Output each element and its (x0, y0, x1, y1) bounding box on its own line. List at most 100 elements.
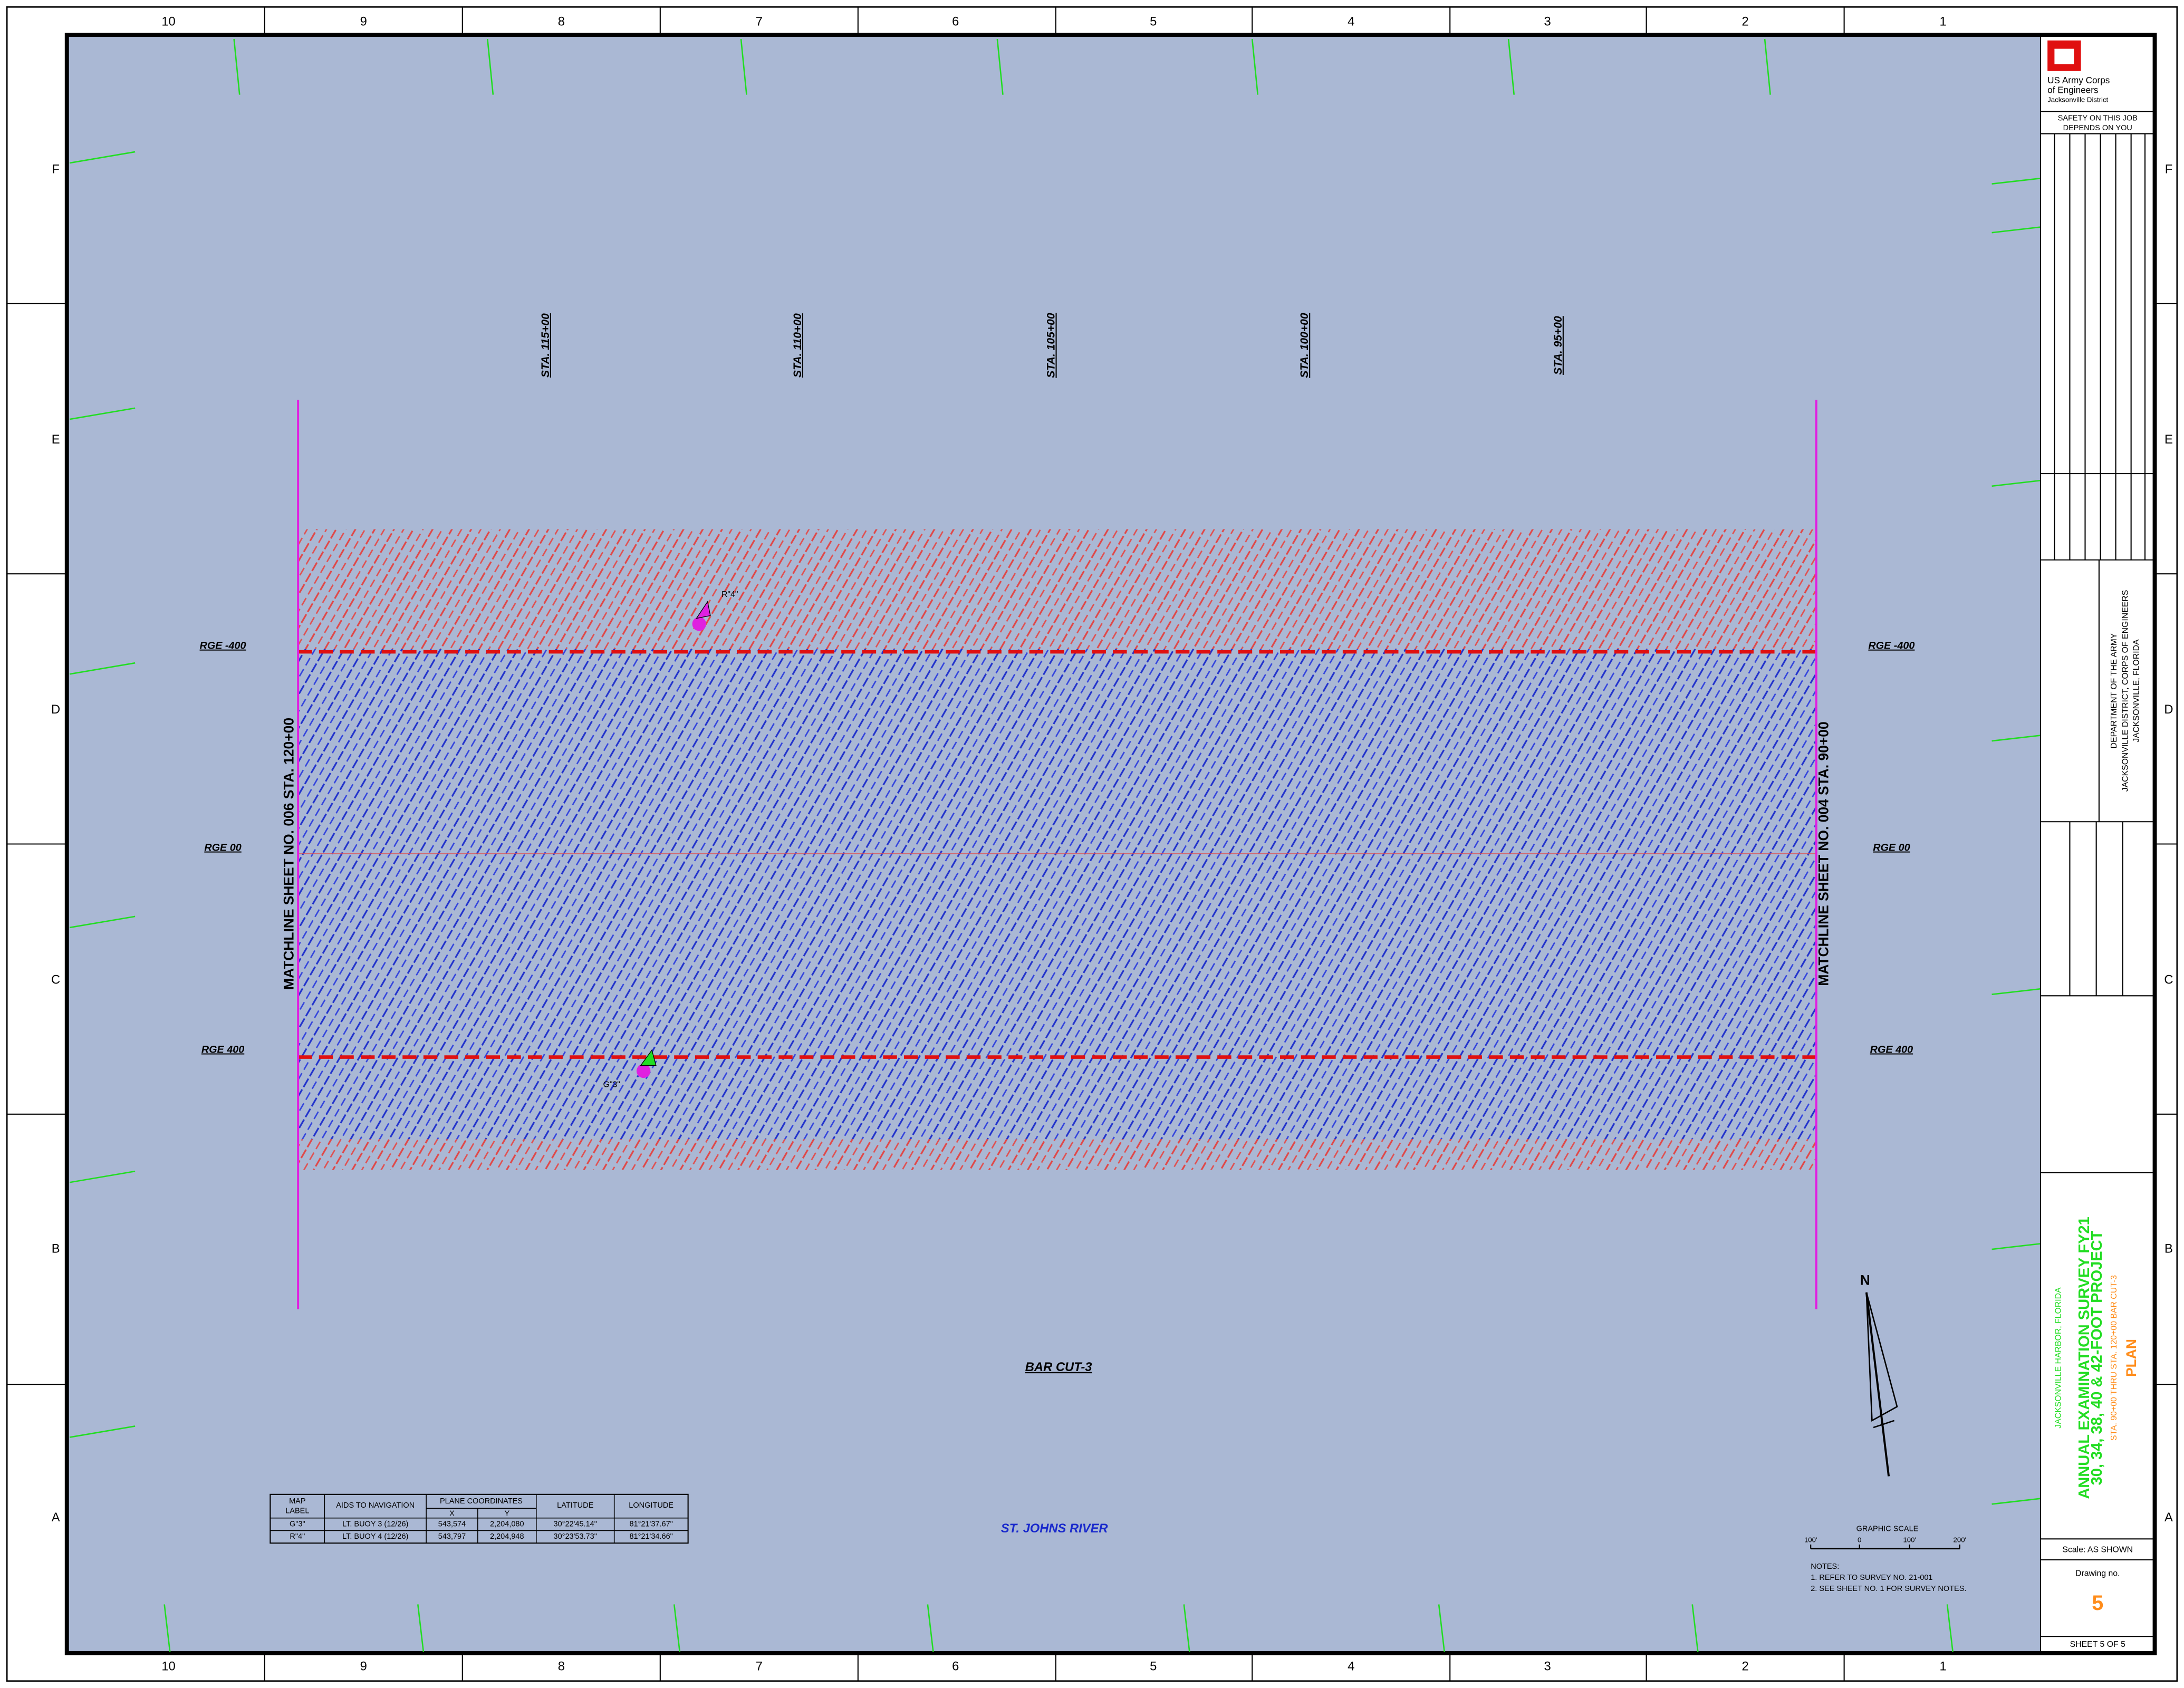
department: DEPARTMENT OF THE ARMY (2110, 633, 2119, 748)
column-label: 8 (558, 1660, 565, 1674)
graticule-tick (1991, 988, 2041, 996)
column-label: 4 (1348, 1660, 1354, 1674)
row-label: F (2165, 162, 2173, 177)
row-label: A (52, 1510, 60, 1525)
river-label: ST. JOHNS RIVER (1001, 1521, 1108, 1536)
table-cell: 543,797 (438, 1532, 466, 1541)
column-label: 8 (558, 15, 565, 29)
graticule-tick (1251, 38, 1259, 95)
department: JACKSONVILLE DISTRICT, CORPS OF ENGINEER… (2121, 590, 2130, 792)
row-label: B (52, 1241, 60, 1256)
graticule-tick (1991, 1498, 2041, 1505)
column-label: 7 (756, 15, 763, 29)
table-cell: 2,204,080 (490, 1520, 524, 1528)
graticule-tick (69, 662, 136, 675)
column-label: 9 (360, 1660, 367, 1674)
soundings-red (298, 1139, 1816, 1170)
buoy-label: R"4" (721, 590, 738, 599)
graticule-tick (1991, 226, 2041, 234)
column-label: 7 (756, 1660, 763, 1674)
column-label: 3 (1544, 15, 1551, 29)
scale-tick-label: 100' (1903, 1536, 1916, 1544)
sheet-grid: 10 10 9 9 8 8 7 7 6 6 5 5 4 4 3 3 2 2 1 1 F F E E D D C C B B A A (7, 7, 2177, 1681)
title-block (2039, 35, 2155, 1653)
project-title: JACKSONVILLE HARBOR, FLORIDA (2054, 1287, 2063, 1429)
scale-tick-label: 200' (1954, 1536, 1967, 1544)
table-cell: 30°22'45.14" (554, 1520, 597, 1528)
column-label: 6 (952, 1660, 959, 1674)
column-label: 5 (1150, 1660, 1157, 1674)
safety: DEPENDS ON YOU (2063, 124, 2132, 132)
graticule-tick (1991, 177, 2041, 185)
row-label: C (51, 973, 60, 987)
project-title: STA. 90+00 THRU STA. 120+00 BAR CUT-3 (2110, 1275, 2119, 1441)
graticule-tick (1991, 1243, 2041, 1250)
column-label: 3 (1544, 1660, 1551, 1674)
notes: NOTES: 1. REFER TO SURVEY NO. 21-001 2. SE… (1811, 1562, 1966, 1593)
note: 2. SEE SHEET NO. 1 FOR SURVEY NOTES. (1811, 1585, 1966, 1593)
sheet: SHEET 5 OF 5 (2070, 1640, 2125, 1649)
project-title: ANNUAL EXAMINATION SURVEY FY21 (2076, 1217, 2093, 1499)
safety: SAFETY ON THIS JOB (2058, 114, 2138, 122)
agency: Jacksonville District (2047, 96, 2108, 104)
table-cell: 81°21'37.67" (629, 1520, 672, 1528)
scale-tick-label: 0 (1858, 1536, 1861, 1544)
station-label: STA. 115+00 (540, 313, 552, 378)
graticule-tick (163, 1604, 171, 1652)
graticule-tick (69, 915, 136, 929)
graticule-tick (740, 38, 747, 95)
table-cell: R"4" (290, 1532, 305, 1541)
column-label: 9 (360, 15, 367, 29)
graticule-tick (69, 151, 136, 164)
table-cell: LT. BUOY 3 (12/26) (342, 1520, 408, 1528)
buoy-red-marker (692, 617, 706, 631)
station-label: STA. 95+00 (1552, 316, 1564, 375)
column-label: 2 (1742, 15, 1748, 29)
column-label: 2 (1742, 1660, 1748, 1674)
row-label: A (2164, 1510, 2173, 1525)
table-frame (270, 1493, 689, 1544)
department: JACKSONVILLE, FLORIDA (2132, 639, 2141, 742)
range-label: RGE 00 (204, 842, 241, 854)
drawing-label: Drawing no. (2075, 1569, 2120, 1578)
column-label: 6 (952, 15, 959, 29)
station-label: STA. 100+00 (1298, 313, 1311, 378)
row-label: B (2164, 1241, 2173, 1256)
row-label: F (52, 162, 60, 177)
graticule-tick (1691, 1604, 1699, 1652)
graticule-tick (233, 38, 240, 95)
column-label: 4 (1348, 15, 1354, 29)
graticule-tick (1764, 38, 1771, 95)
column-label: 1 (1940, 1660, 1947, 1674)
buoy-red-flag (696, 601, 711, 619)
graticule (69, 38, 2041, 1652)
graticule-tick (1438, 1604, 1445, 1652)
graticule-tick (69, 1425, 136, 1438)
agency: of Engineers (2047, 84, 2098, 95)
ranges: RGE -400 RGE -400 RGE 00 RGE 00 RGE 400 RGE 4… (200, 640, 1915, 1056)
matchline-label: MATCHLINE SHEET NO. 006 STA. 120+00 (281, 718, 296, 990)
column-label: 10 (161, 1660, 175, 1674)
range-label: RGE 400 (201, 1044, 244, 1056)
scale-title: GRAPHIC SCALE (1856, 1525, 1919, 1533)
stations: STA. 115+00 STA. 110+00 STA. 105+00 STA. 10… (540, 313, 1564, 378)
table-header: LABEL (285, 1507, 309, 1515)
cut-label: BAR CUT-3 (1025, 1360, 1092, 1374)
project-title: PLAN (2123, 1339, 2139, 1377)
matchline-label: MATCHLINE SHEET NO. 004 STA. 90+00 (1816, 721, 1832, 986)
north-label: N (1860, 1272, 1870, 1288)
note: NOTES: (1811, 1562, 1839, 1571)
table-header: PLANE COORDINATES (440, 1497, 523, 1506)
table-header: MAP (289, 1497, 305, 1506)
graticule-tick (69, 1170, 136, 1183)
table-cell: 81°21'34.66" (629, 1532, 672, 1541)
table-header: LONGITUDE (629, 1501, 674, 1510)
table-cell: LT. BUOY 4 (12/26) (342, 1532, 408, 1541)
range-label: RGE -400 (200, 640, 246, 652)
scale-tick-label: 100' (1804, 1536, 1817, 1544)
range-label: RGE -400 (1868, 640, 1914, 652)
column-label: 1 (1940, 15, 1947, 29)
soundings-red (298, 529, 1816, 649)
